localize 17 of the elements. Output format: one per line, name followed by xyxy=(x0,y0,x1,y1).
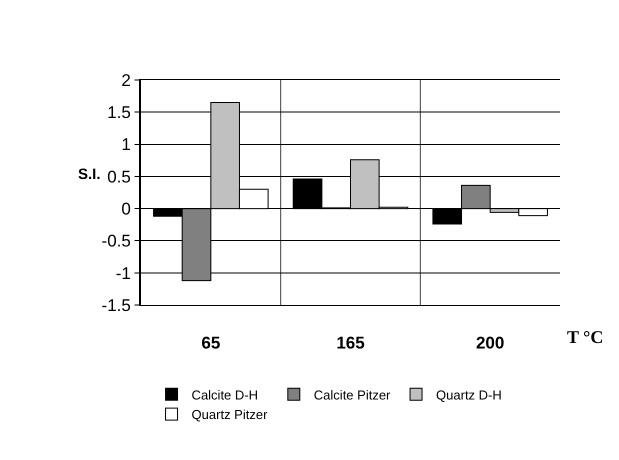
legend-label: Quartz D-H xyxy=(436,387,502,402)
y-tick-label: 0 xyxy=(121,200,131,219)
y-tick-label: 2 xyxy=(121,70,131,90)
y-tick-label: -0.5 xyxy=(102,232,131,251)
legend-label: Calcite Pitzer xyxy=(314,387,392,402)
x-axis-title: T °C xyxy=(567,327,604,347)
x-tick-label: 200 xyxy=(476,333,504,352)
y-tick-label: -1 xyxy=(116,264,131,283)
y-tick-label: 1.5 xyxy=(107,103,131,122)
y-tick-label: 1 xyxy=(121,135,131,154)
legend-label: Quartz Pitzer xyxy=(192,407,268,422)
y-tick-label: -1.5 xyxy=(102,296,131,315)
x-tick-label: 65 xyxy=(201,333,220,352)
legend-label: Calcite D-H xyxy=(192,387,258,402)
y-axis-title: S.I. xyxy=(78,166,101,183)
y-tick-label: 0.5 xyxy=(107,167,131,186)
x-tick-label: 165 xyxy=(336,333,365,352)
